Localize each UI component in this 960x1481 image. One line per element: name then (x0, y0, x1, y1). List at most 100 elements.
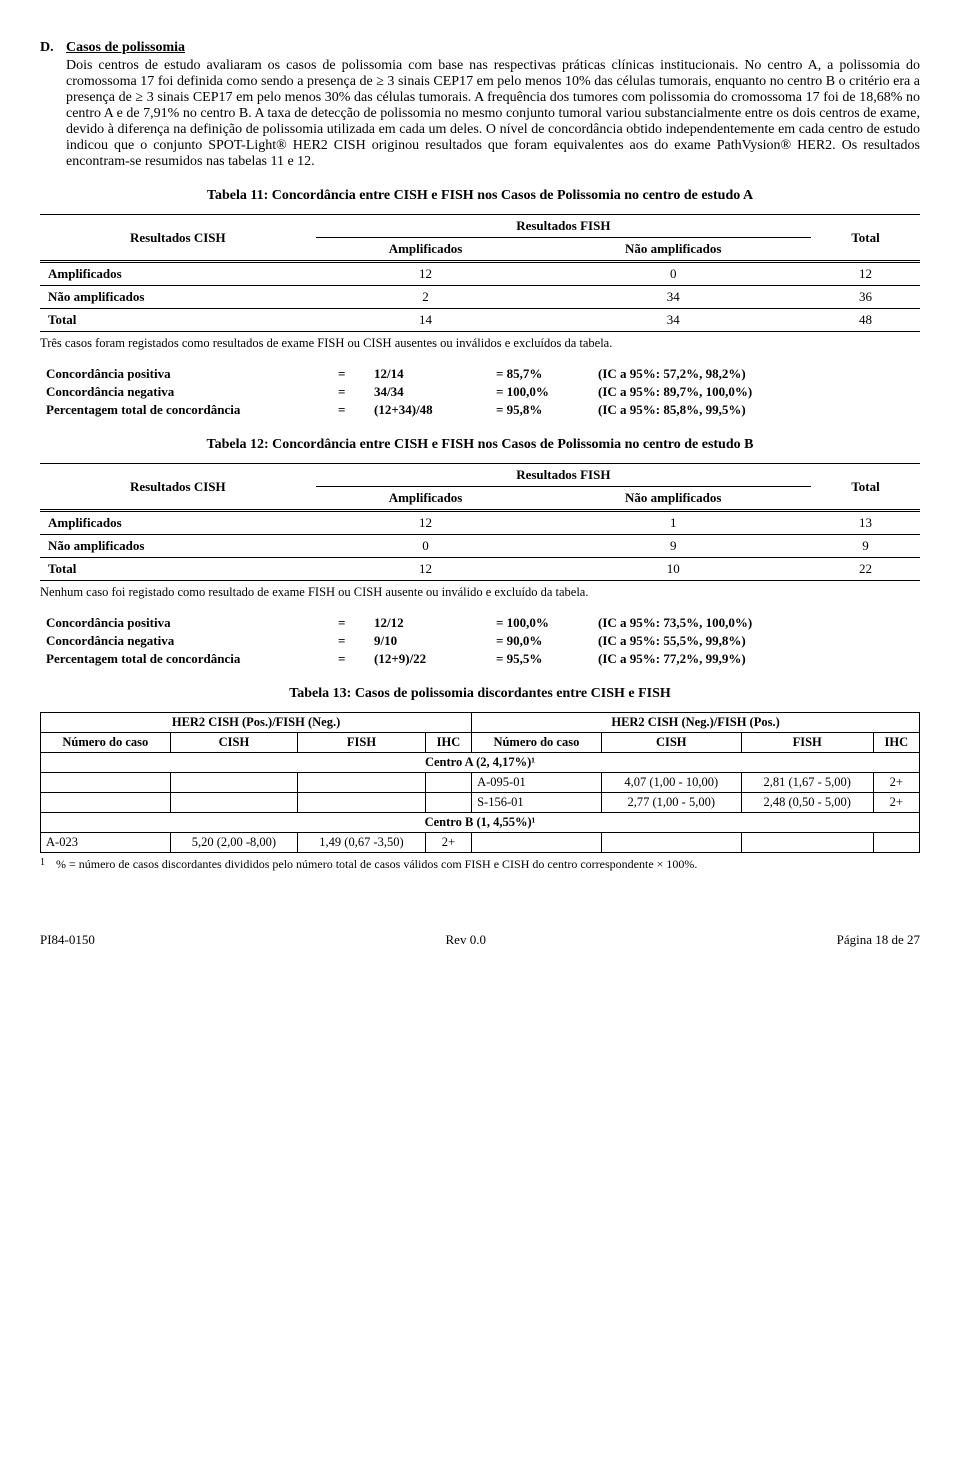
t13-rA1-num: A-095-01 (472, 773, 602, 793)
page-footer: PI84-0150 Rev 0.0 Página 18 de 27 (40, 932, 920, 948)
t12-s2-ci: (IC a 95%: 77,2%, 99,9%) (592, 650, 758, 668)
t13-rA2-fish: 2,48 (0,50 - 5,00) (741, 793, 873, 813)
t13-centroB: Centro B (1, 4,55%)¹ (41, 813, 920, 833)
table11: Resultados CISH Resultados FISH Total Am… (40, 214, 920, 332)
t12-r0-t: 13 (811, 511, 920, 535)
t12-s1-v1: 9/10 (368, 632, 490, 650)
t12-s2-v1: (12+9)/22 (368, 650, 490, 668)
section-letter: D. (40, 40, 66, 58)
t13-centroA: Centro A (2, 4,17%)¹ (41, 753, 920, 773)
t13-rA1-fish: 2,81 (1,67 - 5,00) (741, 773, 873, 793)
table11-note: Três casos foram registados como resulta… (40, 336, 920, 351)
t13-head-neg: HER2 CISH (Neg.)/FISH (Pos.) (472, 713, 920, 733)
t13-h-fish2: FISH (741, 733, 873, 753)
footnote-text: % = número de casos discordantes dividid… (56, 857, 697, 872)
t13-h-ihc: IHC (425, 733, 471, 753)
t12-r1-b: 9 (535, 535, 811, 558)
t11-s1-ci: (IC a 95%: 89,7%, 100,0%) (592, 383, 758, 401)
t13-rA2-num: S-156-01 (472, 793, 602, 813)
t11-s1-v1: 34/34 (368, 383, 490, 401)
t12-s1-ci: (IC a 95%: 55,5%, 99,8%) (592, 632, 758, 650)
t12-r0-a: 12 (316, 511, 536, 535)
t11-r1-a: 2 (316, 286, 536, 309)
t12-col-amp: Amplificados (316, 487, 536, 511)
t13-rB1-num: A-023 (41, 833, 171, 853)
t12-r2-b: 10 (535, 558, 811, 581)
t12-s0-v2: = 100,0% (490, 614, 592, 632)
t11-r0-l: Amplificados (40, 262, 316, 286)
t12-col-namp: Não amplificados (535, 487, 811, 511)
footer-center: Rev 0.0 (446, 932, 486, 948)
t11-s0-v2: = 85,7% (490, 365, 592, 383)
t13-rA1-cish: 4,07 (1,00 - 10,00) (601, 773, 741, 793)
t11-r2-b: 34 (535, 309, 811, 332)
t11-s2-v1: (12+34)/48 (368, 401, 490, 419)
t12-s0-v1: 12/12 (368, 614, 490, 632)
t11-r1-l: Não amplificados (40, 286, 316, 309)
t11-col-total: Total (811, 215, 920, 262)
body-paragraph: Dois centros de estudo avaliaram os caso… (66, 58, 920, 170)
table11-title: Tabela 11: Concordância entre CISH e FIS… (40, 188, 920, 204)
t11-col-cish: Resultados CISH (40, 215, 316, 262)
t11-s2-v2: = 95,8% (490, 401, 592, 419)
section-title: Casos de polissomia (66, 40, 185, 56)
t11-r2-l: Total (40, 309, 316, 332)
t13-rB1-ihc: 2+ (425, 833, 471, 853)
table13-footnote: 1 % = número de casos discordantes divid… (40, 857, 920, 872)
t11-col-amp: Amplificados (316, 238, 536, 262)
t13-h-num2: Número do caso (472, 733, 602, 753)
t12-s1-l: Concordância negativa (40, 632, 332, 650)
t11-s0-l: Concordância positiva (40, 365, 332, 383)
t13-rA2-ihc: 2+ (873, 793, 919, 813)
t12-r1-t: 9 (811, 535, 920, 558)
t11-col-fish: Resultados FISH (316, 215, 811, 238)
table13-title: Tabela 13: Casos de polissomia discordan… (40, 686, 920, 702)
t12-r0-b: 1 (535, 511, 811, 535)
t13-rA1-ihc: 2+ (873, 773, 919, 793)
t13-h-ihc2: IHC (873, 733, 919, 753)
table12-title: Tabela 12: Concordância entre CISH e FIS… (40, 437, 920, 453)
t11-s0-v1: 12/14 (368, 365, 490, 383)
t11-r1-t: 36 (811, 286, 920, 309)
t12-s2-l: Percentagem total de concordância (40, 650, 332, 668)
t11-s2-l: Percentagem total de concordância (40, 401, 332, 419)
t11-r0-t: 12 (811, 262, 920, 286)
footer-right: Página 18 de 27 (837, 932, 920, 948)
t12-s1-v2: = 90,0% (490, 632, 592, 650)
t11-r1-b: 34 (535, 286, 811, 309)
t12-r2-l: Total (40, 558, 316, 581)
t12-s0-ci: (IC a 95%: 73,5%, 100,0%) (592, 614, 758, 632)
t13-h-fish: FISH (298, 733, 426, 753)
t12-s2-v2: = 95,5% (490, 650, 592, 668)
footer-left: PI84-0150 (40, 932, 95, 948)
t12-r2-a: 12 (316, 558, 536, 581)
table12-note: Nenhum caso foi registado como resultado… (40, 585, 920, 600)
table12-stats: Concordância positiva=12/12= 100,0%(IC a… (40, 614, 758, 668)
t12-r2-t: 22 (811, 558, 920, 581)
t11-r2-t: 48 (811, 309, 920, 332)
t13-rA2-cish: 2,77 (1,00 - 5,00) (601, 793, 741, 813)
t12-r0-l: Amplificados (40, 511, 316, 535)
t11-s1-v2: = 100,0% (490, 383, 592, 401)
t11-col-namp: Não amplificados (535, 238, 811, 262)
t11-s0-ci: (IC a 95%: 57,2%, 98,2%) (592, 365, 758, 383)
t12-s0-l: Concordância positiva (40, 614, 332, 632)
t12-r1-a: 0 (316, 535, 536, 558)
table13: HER2 CISH (Pos.)/FISH (Neg.) HER2 CISH (… (40, 712, 920, 853)
t11-r2-a: 14 (316, 309, 536, 332)
t12-col-cish: Resultados CISH (40, 464, 316, 511)
t13-h-num: Número do caso (41, 733, 171, 753)
table12: Resultados CISH Resultados FISH Total Am… (40, 463, 920, 581)
t11-r0-a: 12 (316, 262, 536, 286)
t13-rB1-fish: 1,49 (0,67 -3,50) (298, 833, 426, 853)
t13-h-cish2: CISH (601, 733, 741, 753)
t11-s2-ci: (IC a 95%: 85,8%, 99,5%) (592, 401, 758, 419)
table11-stats: Concordância positiva=12/14= 85,7%(IC a … (40, 365, 758, 419)
t11-s1-l: Concordância negativa (40, 383, 332, 401)
t12-col-fish: Resultados FISH (316, 464, 811, 487)
t13-rB1-cish: 5,20 (2,00 -8,00) (170, 833, 298, 853)
t11-r0-b: 0 (535, 262, 811, 286)
t13-h-cish: CISH (170, 733, 298, 753)
t13-head-pos: HER2 CISH (Pos.)/FISH (Neg.) (41, 713, 472, 733)
footnote-sup: 1 (40, 857, 56, 872)
